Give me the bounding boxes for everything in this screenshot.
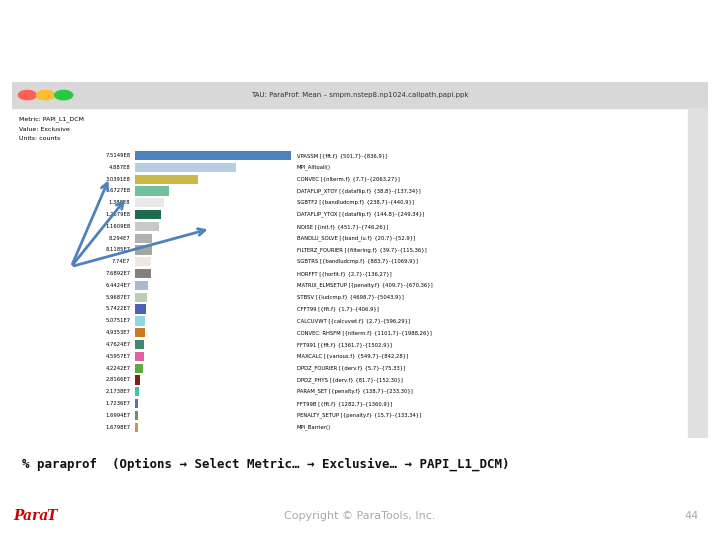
Text: % paraprof  (Options → Select Metric… → Exclusive… → PAPI_L1_DCM): % paraprof (Options → Select Metric… → E…	[22, 457, 509, 471]
Text: 44: 44	[684, 511, 698, 521]
Text: Para: Para	[13, 509, 48, 523]
Text: ools: ools	[57, 509, 89, 523]
Text: T: T	[47, 509, 57, 523]
Text: Copyright © ParaTools, Inc.: Copyright © ParaTools, Inc.	[284, 511, 436, 521]
Text: How Many L1 or L2 Cache Misses?: How Many L1 or L2 Cache Misses?	[68, 18, 652, 47]
